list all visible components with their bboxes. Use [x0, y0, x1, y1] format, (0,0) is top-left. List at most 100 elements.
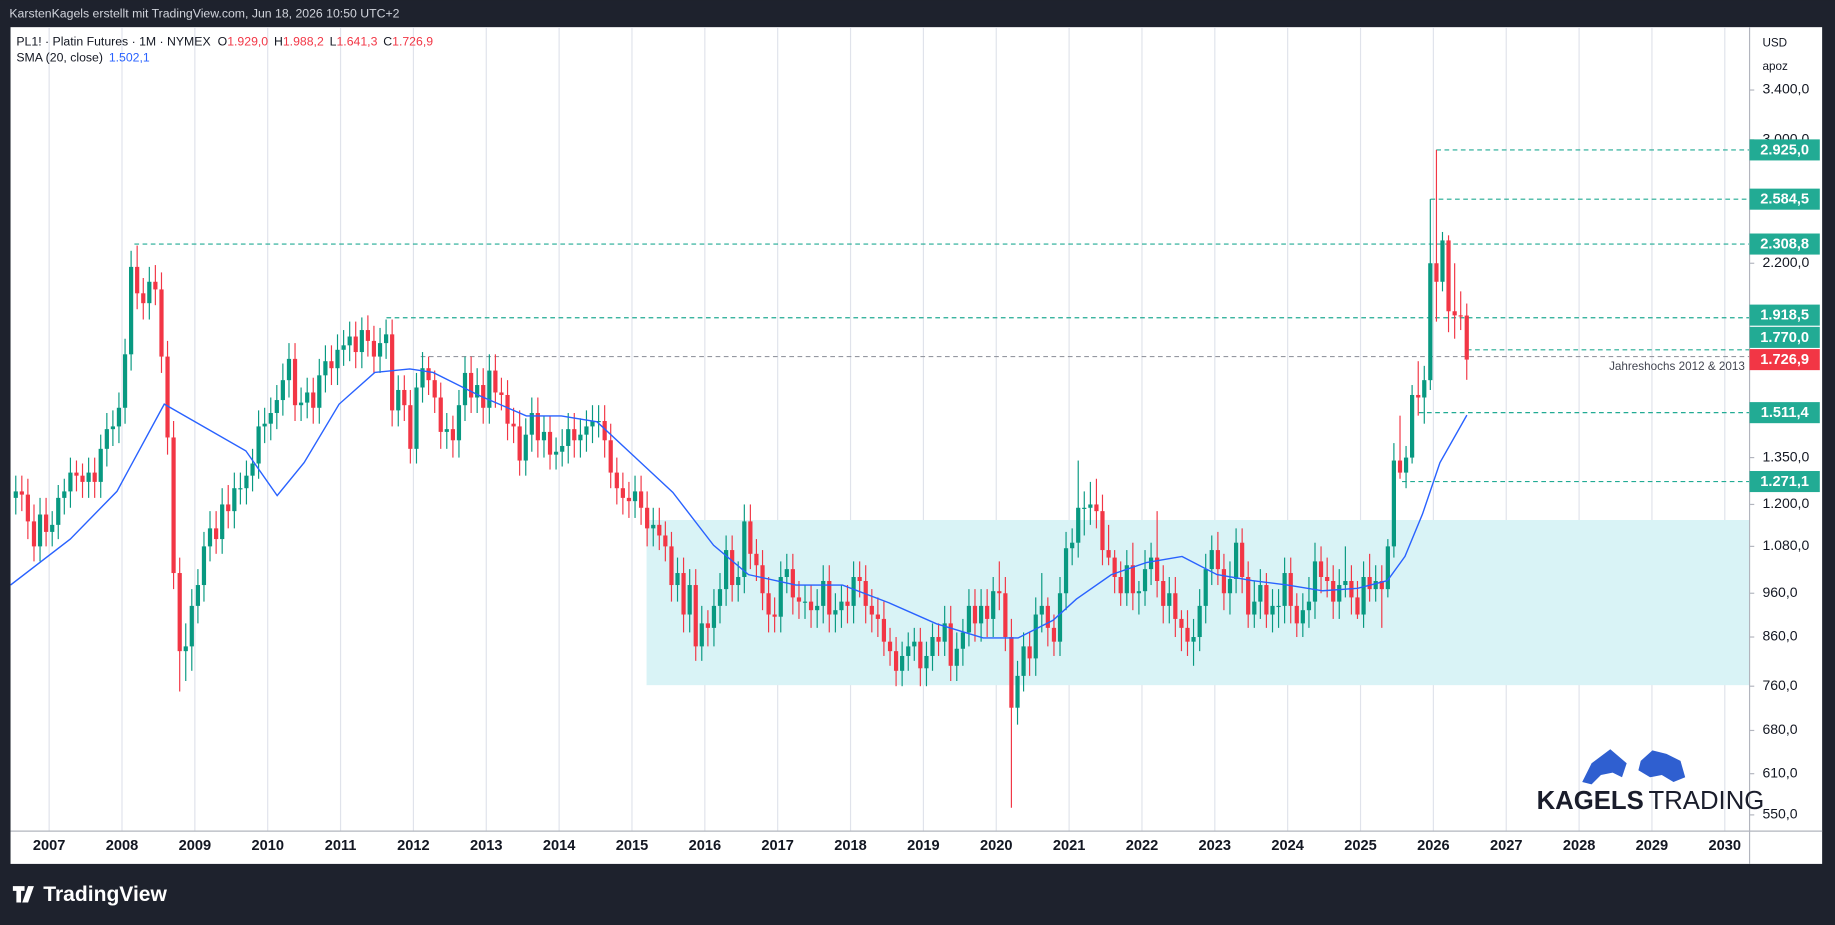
candle-body: [122, 354, 128, 408]
ohlc-value: 1.726,9: [392, 35, 433, 49]
candle-body: [730, 550, 735, 586]
candle-body: [1221, 569, 1227, 594]
candle-body: [547, 431, 553, 455]
bull-icon: [1582, 749, 1627, 785]
candle-body: [1367, 577, 1372, 590]
candle-body: [1385, 546, 1390, 590]
candle-body: [329, 361, 334, 369]
candle-body: [1063, 548, 1069, 594]
candle-body: [960, 632, 965, 649]
candle-body: [784, 569, 789, 578]
y-tick-label: 860,0: [1762, 628, 1797, 644]
x-tick-label: 2018: [834, 838, 867, 854]
candle-body: [1246, 577, 1251, 615]
candle-body: [129, 266, 134, 355]
candle-body: [1088, 504, 1093, 508]
y-tick-label: 3.400,0: [1762, 81, 1809, 97]
candle-body: [256, 426, 261, 464]
candle-body: [942, 623, 947, 642]
x-tick-label: 2026: [1417, 838, 1450, 854]
candle-body: [1373, 580, 1378, 590]
candle-body: [141, 293, 146, 304]
candle-body: [238, 488, 243, 490]
candle-body: [1070, 542, 1075, 549]
candle-body: [1282, 573, 1287, 606]
candle-body: [80, 475, 85, 482]
candle-body: [426, 368, 431, 381]
candle-body: [815, 605, 820, 611]
y-tick-label: 1.350,0: [1762, 448, 1809, 464]
sma-name: SMA (20, close): [16, 51, 103, 65]
candle-body: [165, 356, 170, 438]
candle-body: [50, 524, 55, 532]
x-tick-label: 2016: [689, 838, 722, 854]
candle-body: [1039, 605, 1044, 615]
candle-body: [1233, 542, 1239, 579]
candle-body: [1325, 577, 1330, 581]
candle-body: [584, 426, 589, 435]
candle-body: [511, 423, 516, 427]
candle-body: [104, 429, 109, 449]
candle-body: [893, 651, 899, 671]
candle-body: [147, 281, 152, 304]
x-tick-label: 2014: [543, 838, 576, 854]
candle-body: [214, 528, 219, 540]
candle-body: [1185, 627, 1190, 642]
candle-body: [711, 605, 717, 628]
x-tick-label: 2030: [1709, 838, 1742, 854]
candle-body: [839, 601, 844, 611]
candle-body: [1148, 557, 1154, 570]
candle-body: [1215, 550, 1220, 570]
price-label-box: [1749, 188, 1820, 210]
y-tick-label: 610,0: [1762, 764, 1797, 780]
candle-body: [74, 472, 79, 476]
candle-body: [1240, 542, 1245, 578]
candle-body: [875, 614, 880, 619]
candle-body: [717, 589, 723, 606]
candle-body: [92, 472, 97, 482]
candle-body: [311, 392, 316, 408]
candle-body: [183, 646, 188, 652]
candle-body: [1422, 380, 1427, 398]
header-text: KarstenKagels erstellt mit TradingView.c…: [9, 7, 399, 21]
candle-body: [760, 565, 765, 594]
scale-mode: apoz: [1762, 60, 1788, 73]
ohlc-key: L: [330, 35, 337, 49]
y-tick-label: 1.080,0: [1762, 537, 1809, 553]
candle-body: [602, 420, 607, 441]
candle-body: [663, 535, 668, 547]
candle-body: [681, 573, 686, 615]
candle-body: [808, 601, 814, 611]
candle-body: [1306, 601, 1312, 611]
candle-body: [402, 389, 407, 406]
candle-body: [286, 358, 292, 381]
candle-body: [991, 591, 996, 619]
ohlc-key: C: [383, 35, 392, 49]
price-label: 1.726,9: [1760, 352, 1809, 368]
candle-body: [1173, 593, 1178, 619]
candle-body: [1355, 597, 1360, 615]
candle-body: [135, 266, 140, 294]
candle-body: [900, 655, 905, 671]
candle-body: [790, 569, 795, 598]
candle-body: [851, 577, 856, 606]
x-tick-label: 2020: [980, 838, 1013, 854]
candle-body: [614, 472, 619, 489]
candle-body: [220, 504, 225, 540]
candle-body: [1227, 578, 1233, 594]
candle-body: [481, 385, 486, 408]
candle-body: [742, 521, 747, 578]
candle-body: [918, 641, 923, 669]
x-tick-label: 2019: [907, 838, 940, 854]
candle-body: [177, 573, 182, 652]
candle-body: [1446, 240, 1451, 312]
candle-body: [912, 641, 917, 647]
candle-body: [748, 521, 753, 554]
candle-body: [1264, 585, 1269, 615]
price-label: 1.511,4: [1761, 405, 1810, 421]
candle-body: [1397, 460, 1403, 473]
candle-body: [25, 494, 30, 522]
candle-body: [1403, 457, 1409, 473]
candle-body: [997, 591, 1002, 594]
